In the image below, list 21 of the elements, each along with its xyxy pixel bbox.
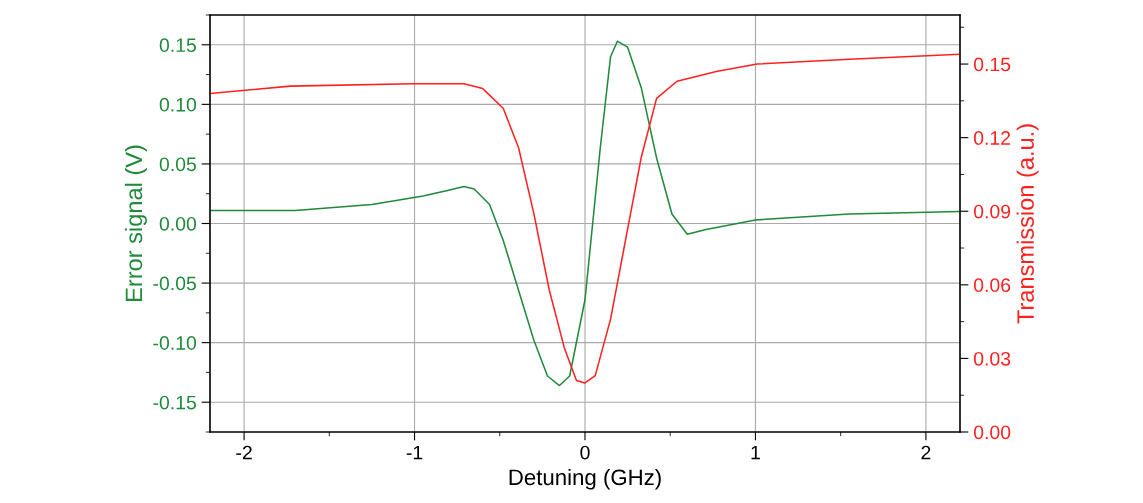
y-tick-label: 0.05 [159,157,196,172]
y-axis-title: Error signal (V) [124,145,147,301]
y-tick-label: -0.05 [153,276,196,291]
y-tick-label: 0.00 [159,216,197,231]
y2-tick-label: 0.12 [973,131,1011,145]
x-tick-label: 2 [921,445,931,460]
y2-tick-label: 0.15 [973,57,1011,72]
y2-tick-label: 0.09 [973,204,1011,219]
y-tick-label: -0.10 [153,336,197,350]
y2-tick-label: 0.06 [973,278,1011,293]
y2-tick-label: 0.00 [973,425,1011,440]
x-tick-label: 1 [751,445,760,460]
y2-tick-label: 0.03 [973,351,1011,366]
y-tick-label: 0.15 [159,38,196,53]
x-axis-title: Detuning (GHz) [509,468,661,490]
y-tick-label: -0.15 [153,395,196,410]
y2-axis-title: Transmission (a.u.) [1016,124,1039,324]
x-tick-label: -2 [236,445,252,460]
x-tick-label: -1 [406,445,423,460]
y-tick-label: 0.10 [159,97,197,112]
x-tick-label: 0 [580,445,590,460]
